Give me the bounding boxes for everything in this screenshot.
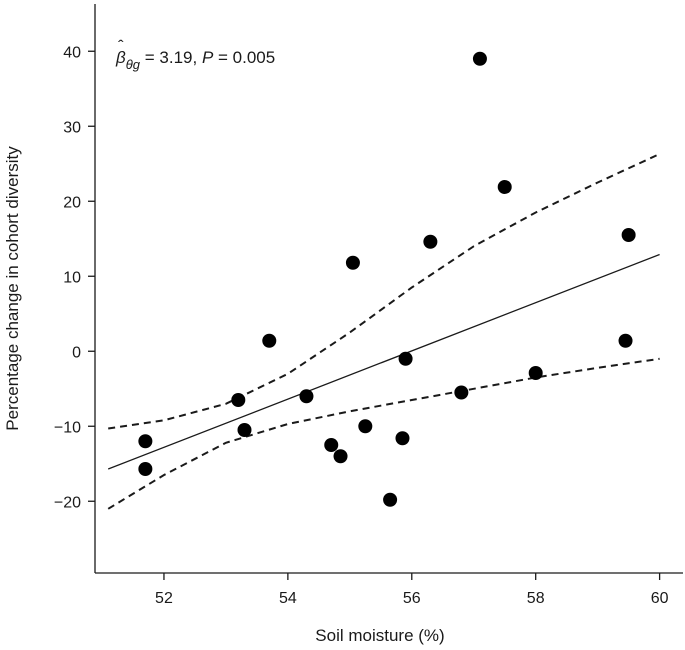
y-tick-label: −10 bbox=[54, 419, 81, 436]
x-axis: 52 54 56 58 60 bbox=[155, 573, 669, 607]
data-point bbox=[472, 51, 487, 66]
y-tick-label: 0 bbox=[72, 344, 81, 361]
data-point bbox=[231, 393, 246, 407]
data-points bbox=[138, 51, 636, 507]
x-axis-label: Soil moisture (%) bbox=[315, 626, 444, 645]
data-point bbox=[423, 234, 438, 249]
data-point bbox=[398, 351, 413, 366]
subscript-theta-g: θg bbox=[126, 57, 141, 72]
data-point bbox=[324, 438, 339, 452]
data-point bbox=[333, 449, 348, 464]
data-point bbox=[358, 419, 373, 434]
y-tick-label: −20 bbox=[54, 494, 81, 511]
x-tick-label: 56 bbox=[403, 590, 421, 607]
data-point bbox=[395, 431, 410, 446]
ci-upper-line bbox=[108, 153, 661, 430]
data-point bbox=[299, 389, 314, 404]
y-axis-label: Percentage change in cohort diversity bbox=[3, 146, 22, 431]
data-point bbox=[345, 255, 360, 270]
data-point bbox=[497, 180, 512, 194]
y-tick-label: 20 bbox=[63, 194, 81, 211]
data-point bbox=[138, 462, 153, 476]
regression-annotation: βθg = 3.19, P = 0.005 bbox=[115, 48, 275, 72]
data-point bbox=[262, 333, 277, 348]
beta-hat-symbol: ˆ bbox=[118, 37, 124, 56]
data-point bbox=[528, 366, 543, 380]
data-point bbox=[138, 434, 153, 449]
y-tick-label: 30 bbox=[63, 119, 81, 136]
y-tick-label: 10 bbox=[63, 269, 81, 286]
data-point bbox=[454, 385, 469, 400]
data-point bbox=[237, 423, 252, 437]
p-value: = 0.005 bbox=[213, 48, 275, 67]
confidence-band bbox=[107, 153, 661, 510]
data-point bbox=[621, 228, 636, 242]
plot-frame bbox=[94, 4, 683, 574]
p-label: P bbox=[202, 48, 214, 67]
fit-line bbox=[107, 253, 660, 470]
beta-value: = 3.19, bbox=[140, 48, 202, 67]
ci-lower-line bbox=[107, 357, 660, 510]
beta-symbol: β bbox=[115, 48, 126, 67]
x-tick-label: 54 bbox=[279, 590, 297, 607]
y-axis: −20 −10 0 10 20 30 40 bbox=[54, 44, 95, 511]
x-tick-label: 58 bbox=[527, 590, 545, 607]
x-tick-label: 52 bbox=[155, 590, 173, 607]
data-point bbox=[383, 492, 398, 507]
y-tick-label: 40 bbox=[63, 44, 81, 61]
x-tick-label: 60 bbox=[651, 590, 669, 607]
regression-fit bbox=[107, 253, 660, 470]
data-point bbox=[618, 333, 633, 348]
